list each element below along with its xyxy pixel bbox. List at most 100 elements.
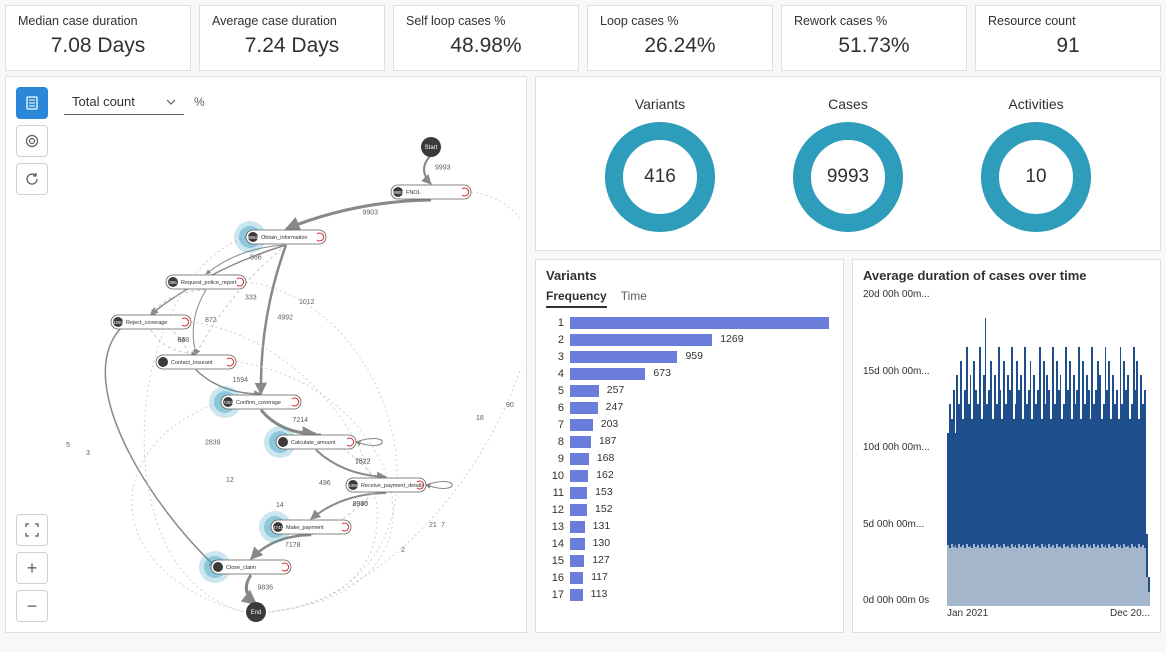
- variant-bar-fill: [570, 470, 588, 482]
- tab-time[interactable]: Time: [621, 289, 647, 308]
- variant-bar-track: 187: [570, 436, 829, 448]
- kpi-card-1: Average case duration 7.24 Days: [199, 5, 385, 71]
- process-map-panel: Total count % + − 9993990396628953334992…: [5, 76, 527, 633]
- svg-text:Reject_coverage: Reject_coverage: [126, 320, 167, 326]
- variant-bar-fill: [570, 402, 598, 414]
- timechart-yaxis: 20d 00h 00m...15d 00h 00m...10d 00h 00m.…: [863, 289, 947, 624]
- svg-text:Request_police_report: Request_police_report: [181, 280, 237, 286]
- variant-row[interactable]: 9 168: [546, 450, 829, 467]
- kpi-value: 7.08 Days: [18, 34, 178, 58]
- variant-value: 153: [595, 486, 613, 498]
- svg-text:5: 5: [66, 442, 70, 449]
- refresh-button[interactable]: [16, 163, 48, 195]
- variant-index: 6: [546, 402, 564, 414]
- donut-cases: Cases 9993: [793, 96, 903, 232]
- variant-bar-fill: [570, 538, 585, 550]
- variant-bar-fill: [570, 351, 677, 363]
- target-button[interactable]: [16, 125, 48, 157]
- variant-value: 203: [601, 418, 619, 430]
- time-bar: [1148, 577, 1150, 606]
- timechart-plot[interactable]: Jan 2021Dec 20...: [947, 289, 1150, 624]
- svg-text:7214: 7214: [293, 417, 309, 424]
- left-toolbar: [16, 87, 48, 195]
- kpi-label: Loop cases %: [600, 14, 760, 28]
- variant-row[interactable]: 16 117: [546, 569, 829, 586]
- zoom-toolbar: + −: [16, 514, 48, 622]
- donuts-panel: Variants 416Cases 9993Activities 10: [535, 76, 1161, 251]
- svg-text:Make_payment: Make_payment: [286, 525, 324, 531]
- variant-index: 3: [546, 351, 564, 363]
- metric-dropdown-label: Total count: [72, 94, 135, 109]
- donut-label: Cases: [793, 96, 903, 112]
- zoom-out-button[interactable]: −: [16, 590, 48, 622]
- variant-bar-fill: [570, 419, 593, 431]
- variant-index: 16: [546, 572, 564, 584]
- svg-text:1522: 1522: [355, 459, 371, 466]
- variant-bar-track: 130: [570, 538, 829, 550]
- variant-row[interactable]: 17 113: [546, 586, 829, 603]
- variant-value: 162: [596, 469, 614, 481]
- svg-text:Calculate_amount: Calculate_amount: [291, 440, 336, 446]
- svg-text:9993: 9993: [393, 190, 404, 195]
- main-row: Total count % + − 9993990396628953334992…: [0, 76, 1166, 638]
- kpi-label: Average case duration: [212, 14, 372, 28]
- svg-text:2: 2: [401, 547, 405, 554]
- variant-row[interactable]: 10 162: [546, 467, 829, 484]
- kpi-card-0: Median case duration 7.08 Days: [5, 5, 191, 71]
- variant-row[interactable]: 8 187: [546, 433, 829, 450]
- tab-frequency[interactable]: Frequency: [546, 289, 607, 308]
- metric-dropdown[interactable]: Total count: [64, 89, 184, 115]
- variant-row[interactable]: 11 153: [546, 484, 829, 501]
- variant-index: 14: [546, 538, 564, 550]
- svg-text:496: 496: [319, 480, 331, 487]
- variant-row[interactable]: 2 1269: [546, 331, 829, 348]
- variant-bar-fill: [570, 572, 583, 584]
- variants-bar-list[interactable]: 1 2311 2 1269 3 959 4 673 5 257 6 247 7 …: [546, 314, 833, 624]
- variant-bar-fill: [570, 487, 587, 499]
- variant-row[interactable]: 14 130: [546, 535, 829, 552]
- variant-value: 1269: [720, 333, 743, 345]
- svg-text:Start: Start: [425, 145, 438, 151]
- variant-bar-fill: [570, 453, 589, 465]
- variant-index: 11: [546, 487, 564, 499]
- variant-row[interactable]: 3 959: [546, 348, 829, 365]
- process-map-svg[interactable]: 9993990396628953334992872861594648721478…: [61, 127, 521, 637]
- variant-row[interactable]: 1 2311: [546, 314, 829, 331]
- svg-text:4992: 4992: [278, 315, 294, 322]
- variant-row[interactable]: 12 152: [546, 501, 829, 518]
- donut-label: Activities: [981, 96, 1091, 112]
- zoom-in-button[interactable]: +: [16, 552, 48, 584]
- variant-row[interactable]: 6 247: [546, 399, 829, 416]
- fit-screen-button[interactable]: [16, 514, 48, 546]
- bottom-row: Variants Frequency Time 1 2311 2 1269 3 9…: [535, 259, 1161, 633]
- variant-value: 131: [593, 520, 611, 532]
- variant-row[interactable]: 13 131: [546, 518, 829, 535]
- variant-row[interactable]: 15 127: [546, 552, 829, 569]
- variant-row[interactable]: 4 673: [546, 365, 829, 382]
- kpi-value: 91: [988, 34, 1148, 58]
- variants-title: Variants: [546, 268, 833, 283]
- kpi-label: Median case duration: [18, 14, 178, 28]
- kpi-card-3: Loop cases % 26.24%: [587, 5, 773, 71]
- kpi-value: 51.73%: [794, 34, 954, 58]
- xtick: Dec 20...: [1110, 608, 1150, 624]
- view-mode-button[interactable]: [16, 87, 48, 119]
- kpi-value: 26.24%: [600, 34, 760, 58]
- variant-index: 8: [546, 436, 564, 448]
- svg-text:Receive_payment_details: Receive_payment_details: [361, 483, 424, 489]
- svg-text:648: 648: [178, 337, 190, 344]
- svg-text:2096: 2096: [353, 501, 369, 508]
- variant-bar-track: 162: [570, 470, 829, 482]
- variant-row[interactable]: 5 257: [546, 382, 829, 399]
- kpi-value: 48.98%: [406, 34, 566, 58]
- svg-text:FNOL: FNOL: [406, 190, 421, 196]
- svg-text:3: 3: [86, 450, 90, 457]
- svg-text:9993: 9993: [435, 165, 451, 172]
- kpi-label: Rework cases %: [794, 14, 954, 28]
- variant-bar-fill: [570, 555, 584, 567]
- kpi-label: Resource count: [988, 14, 1148, 28]
- variant-row[interactable]: 7 203: [546, 416, 829, 433]
- variant-index: 2: [546, 334, 564, 346]
- variant-value: 117: [591, 571, 608, 583]
- variant-index: 15: [546, 555, 564, 567]
